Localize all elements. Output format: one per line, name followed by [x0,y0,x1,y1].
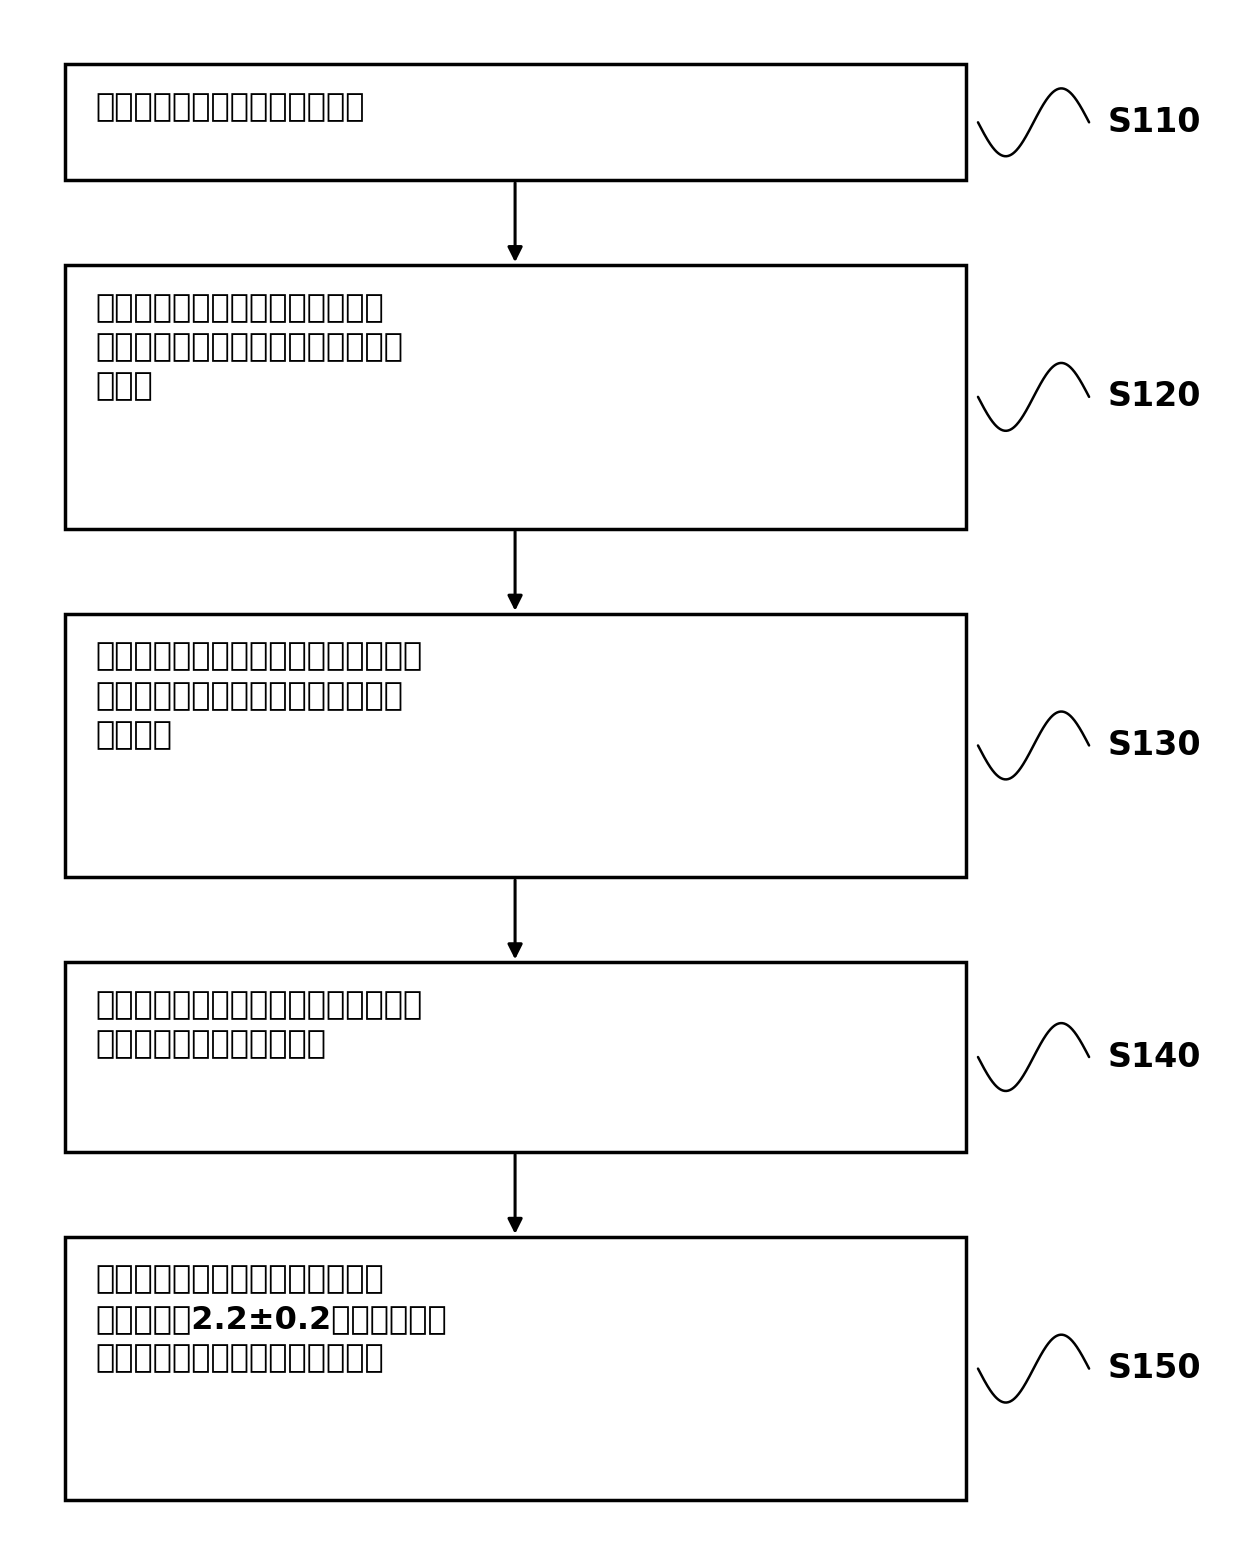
Bar [64,265,966,529]
Text: S110: S110 [1107,105,1202,139]
Text: S120: S120 [1107,381,1202,413]
Text: 依据所述其他绑点灰阶的预估亮度调整
对应绑点灰阶的伽马设定值: 依据所述其他绑点灰阶的预估亮度调整 对应绑点灰阶的伽马设定值 [95,989,423,1060]
Text: S140: S140 [1107,1040,1202,1074]
Bar [64,1237,966,1500]
Bar [64,963,966,1152]
Text: 判定所述所有绑点灰阶的伽马设定
值是否介于2.2±0.2的范围内，若
是则结束调整，若不是则重新调整: 判定所述所有绑点灰阶的伽马设定 值是否介于2.2±0.2的范围内，若 是则结束调… [95,1265,448,1375]
Bar [64,613,966,878]
Text: 在第一边界绑点灰阶的闪烁测试画
面调整对应于所有绑点灰阶的公共电
极电压: 在第一边界绑点灰阶的闪烁测试画 面调整对应于所有绑点灰阶的公共电 极电压 [95,293,403,402]
Text: 获取第二边界绑点灰阶及第一边界绑点
灰阶的亮度，计算出其他绑点灰阶的
预估亮度: 获取第二边界绑点灰阶及第一边界绑点 灰阶的亮度，计算出其他绑点灰阶的 预估亮度 [95,641,423,751]
Text: 获取显示面板的初始伽马设定值: 获取显示面板的初始伽马设定值 [95,93,365,124]
Text: S150: S150 [1107,1351,1202,1385]
Bar [64,65,966,180]
Text: S130: S130 [1107,729,1202,762]
